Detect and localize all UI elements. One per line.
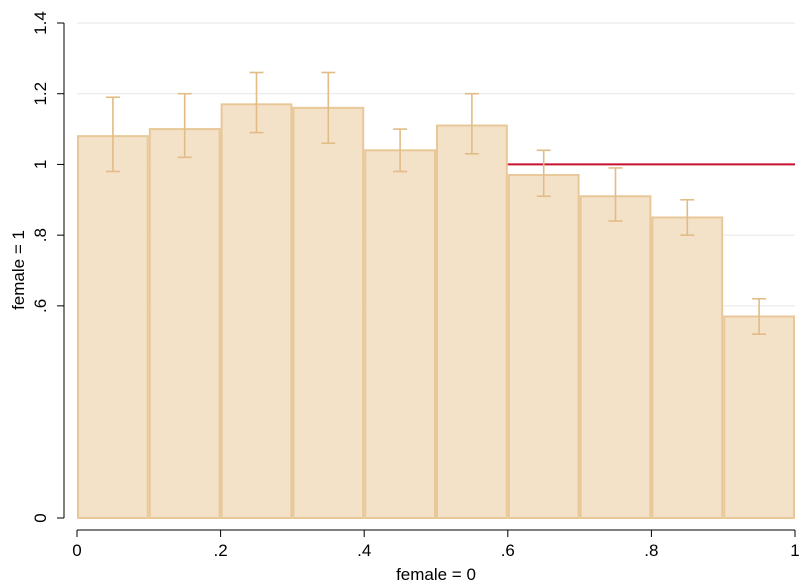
error-bar-2 (249, 71, 264, 134)
axes (63, 23, 795, 531)
error-bar-0 (105, 96, 120, 173)
bar-0 (77, 135, 149, 519)
y-tick-label-0: 0 (31, 513, 50, 522)
error-bar-4 (393, 128, 408, 173)
bar-9 (723, 315, 796, 520)
error-bar-1 (177, 92, 192, 159)
x-tick-label-0: 0 (72, 541, 81, 560)
y-tick-label-3: 1 (31, 160, 50, 169)
bar-5 (436, 124, 508, 520)
bar-7 (579, 195, 652, 519)
bar-4 (364, 149, 437, 520)
x-tick-label-5: 1 (790, 541, 799, 560)
error-bar-5 (464, 92, 479, 155)
y-tick-label-4: 1.2 (31, 82, 50, 106)
error-bars (105, 71, 767, 335)
x-axis-title: female = 0 (396, 565, 476, 584)
error-bar-9 (752, 297, 767, 335)
y-axis-title: female = 1 (9, 230, 28, 310)
bars (77, 103, 796, 520)
x-axis-ticks: 0 .2 .4 .6 .8 1 (72, 530, 800, 560)
bar-8 (651, 216, 724, 519)
error-bar-6 (536, 149, 551, 198)
bar-2 (220, 103, 293, 519)
bar-6 (507, 174, 580, 520)
y-tick-label-2: .8 (31, 228, 50, 242)
x-tick-label-2: .4 (357, 541, 371, 560)
bar-1 (148, 128, 221, 519)
error-bar-8 (680, 198, 695, 236)
x-tick-label-3: .6 (501, 541, 515, 560)
error-bar-7 (608, 167, 623, 222)
y-tick-label-1: .6 (31, 299, 50, 313)
bar-3 (292, 106, 365, 519)
x-tick-label-1: .2 (214, 541, 228, 560)
error-bar-3 (321, 71, 336, 145)
x-tick-label-4: .8 (644, 541, 658, 560)
y-tick-label-5: 1.4 (31, 11, 50, 35)
y-axis-ticks: 0 .6 .8 1 1.2 1.4 (31, 11, 64, 523)
